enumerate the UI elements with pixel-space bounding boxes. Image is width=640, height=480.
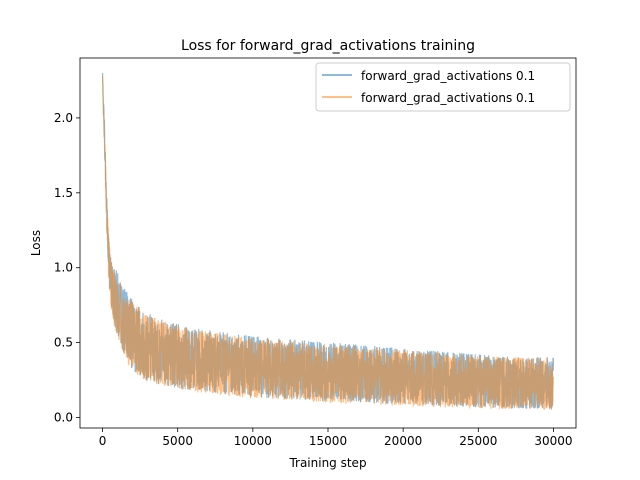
x-tick-label: 25000 [459, 434, 497, 448]
x-tick-label: 20000 [384, 434, 422, 448]
y-tick-label: 1.5 [54, 186, 73, 200]
legend-label-series-2: forward_grad_activations 0.1 [361, 91, 535, 105]
x-axis-label: Training step [288, 456, 366, 470]
x-tick-label: 10000 [234, 434, 272, 448]
y-axis: 0.0 0.5 1.0 1.5 2.0 [54, 111, 80, 425]
y-axis-label: Loss [29, 230, 43, 256]
x-axis: 0 5000 10000 15000 20000 25000 30000 [99, 428, 573, 448]
x-tick-label: 0 [99, 434, 107, 448]
legend: forward_grad_activations 0.1 forward_gra… [315, 62, 571, 112]
legend-label-series-1: forward_grad_activations 0.1 [361, 69, 535, 83]
y-tick-label: 0.5 [54, 336, 73, 350]
x-tick-label: 30000 [534, 434, 572, 448]
legend-box [315, 62, 571, 112]
y-tick-label: 0.0 [54, 411, 73, 425]
x-tick-label: 5000 [162, 434, 193, 448]
y-tick-label: 1.0 [54, 261, 73, 275]
x-tick-label: 15000 [309, 434, 347, 448]
y-tick-label: 2.0 [54, 111, 73, 125]
plot-data-layer [101, 72, 555, 411]
series-line-2 [101, 75, 555, 411]
chart-title: Loss for forward_grad_activations traini… [181, 38, 475, 54]
